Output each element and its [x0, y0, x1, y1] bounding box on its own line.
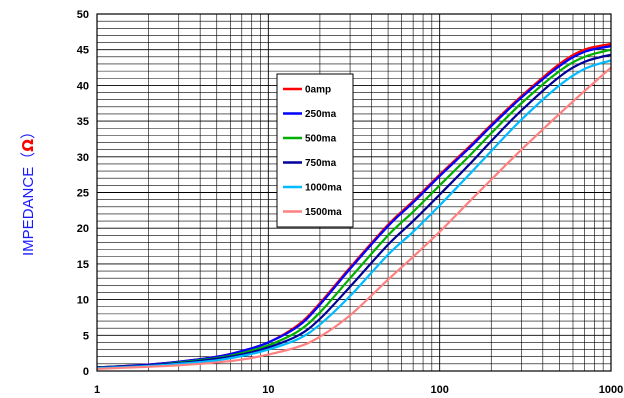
legend-label: 1500ma — [305, 207, 342, 218]
series-line-1500ma — [96, 66, 612, 370]
y-axis-label: IMPEDANCE（Ω） — [19, 124, 37, 256]
y-tick-label: 30 — [77, 152, 89, 164]
series-line-1000ma — [96, 59, 612, 370]
y-axis-label-text: IMPEDANCE — [20, 167, 37, 256]
legend-box — [276, 73, 354, 228]
y-tick-label: 25 — [77, 188, 89, 200]
y-axis-label-close-paren: ） — [20, 124, 37, 139]
y-axis-label-unit: Ω — [19, 139, 37, 152]
y-tick-label: 45 — [77, 45, 89, 57]
x-tick-label: 1 — [94, 384, 100, 396]
legend-label: 750ma — [305, 158, 337, 169]
y-tick-label: 15 — [77, 259, 89, 271]
legend-label: 250ma — [305, 109, 337, 120]
grid-lines — [96, 13, 611, 372]
series-line-750ma — [96, 53, 612, 369]
y-tick-label: 40 — [77, 80, 89, 92]
x-tick-label: 100 — [430, 384, 448, 396]
legend-label: 0amp — [305, 85, 331, 96]
y-tick-label: 0 — [83, 366, 89, 378]
svg-text:IMPEDANCE（Ω）: IMPEDANCE（Ω） — [19, 124, 37, 256]
x-tick-label: 10 — [262, 384, 274, 396]
y-tick-label: 35 — [77, 116, 89, 128]
series-lines — [96, 42, 612, 370]
legend-label: 500ma — [305, 134, 337, 145]
legend: 0amp 250ma 500ma 750ma 1000ma 1500ma — [276, 73, 354, 228]
legend-label: 1000ma — [305, 183, 342, 194]
series-line-250ma — [96, 45, 612, 369]
tick-labels: 0 5 10 15 20 25 30 35 40 45 50 1 10 100 1000 — [77, 9, 623, 396]
y-tick-label: 10 — [77, 295, 89, 307]
plot-frame — [96, 13, 612, 372]
y-tick-label: 20 — [77, 223, 89, 235]
y-tick-label: 50 — [77, 9, 89, 21]
y-axis-label-open-paren: （ — [20, 152, 37, 167]
y-tick-label: 5 — [83, 330, 89, 342]
x-tick-label: 1000 — [599, 384, 623, 396]
